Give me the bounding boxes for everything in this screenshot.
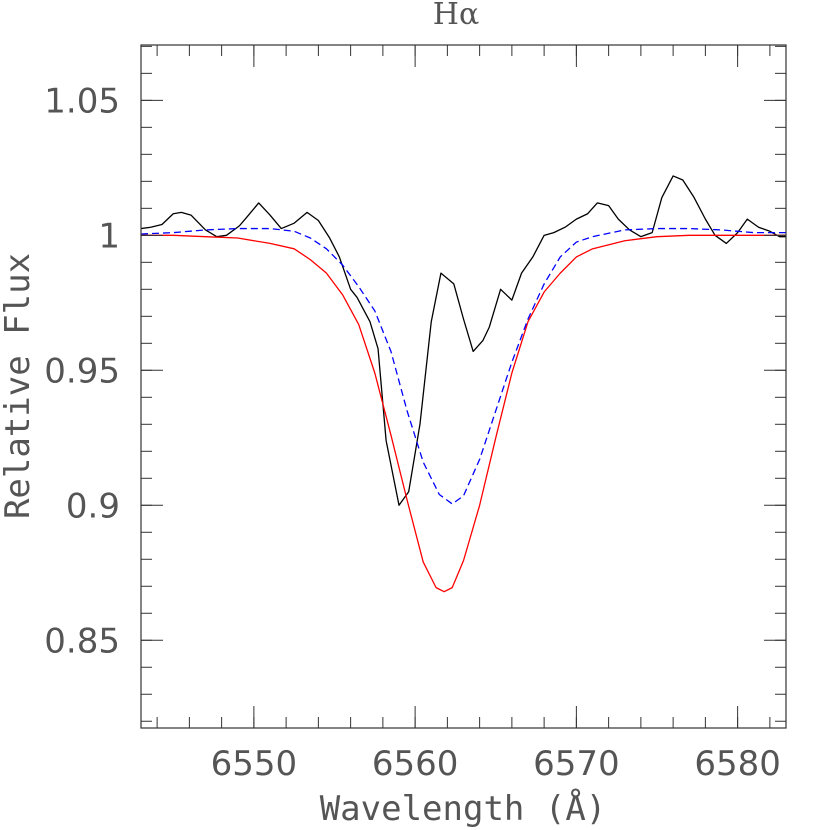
series-line-2 bbox=[141, 234, 786, 593]
axis-ticks bbox=[141, 45, 786, 728]
x-tick-label: 6570 bbox=[533, 744, 620, 784]
x-tick-label: 6560 bbox=[372, 744, 459, 784]
series-line-3 bbox=[141, 227, 786, 505]
y-tick-label: 1 bbox=[98, 216, 120, 256]
x-tick-label: 6580 bbox=[694, 744, 781, 784]
series-line-1 bbox=[141, 175, 786, 506]
y-axis-label: Relative Flux bbox=[0, 253, 38, 519]
plot-frame bbox=[140, 44, 787, 729]
chart-title: Hα bbox=[433, 0, 479, 32]
y-tick-label: 1.05 bbox=[44, 81, 120, 121]
tick-labels: 6550 6560 6570 6580 0.85 0.9 0.95 1 1.05 bbox=[44, 81, 781, 784]
series-layer bbox=[141, 175, 786, 593]
x-tick-label: 6550 bbox=[211, 744, 298, 784]
x-axis-label: Wavelength (Å) bbox=[320, 788, 607, 829]
y-tick-label: 0.85 bbox=[44, 621, 120, 661]
y-tick-label: 0.9 bbox=[66, 486, 120, 526]
y-tick-label: 0.95 bbox=[44, 351, 120, 391]
